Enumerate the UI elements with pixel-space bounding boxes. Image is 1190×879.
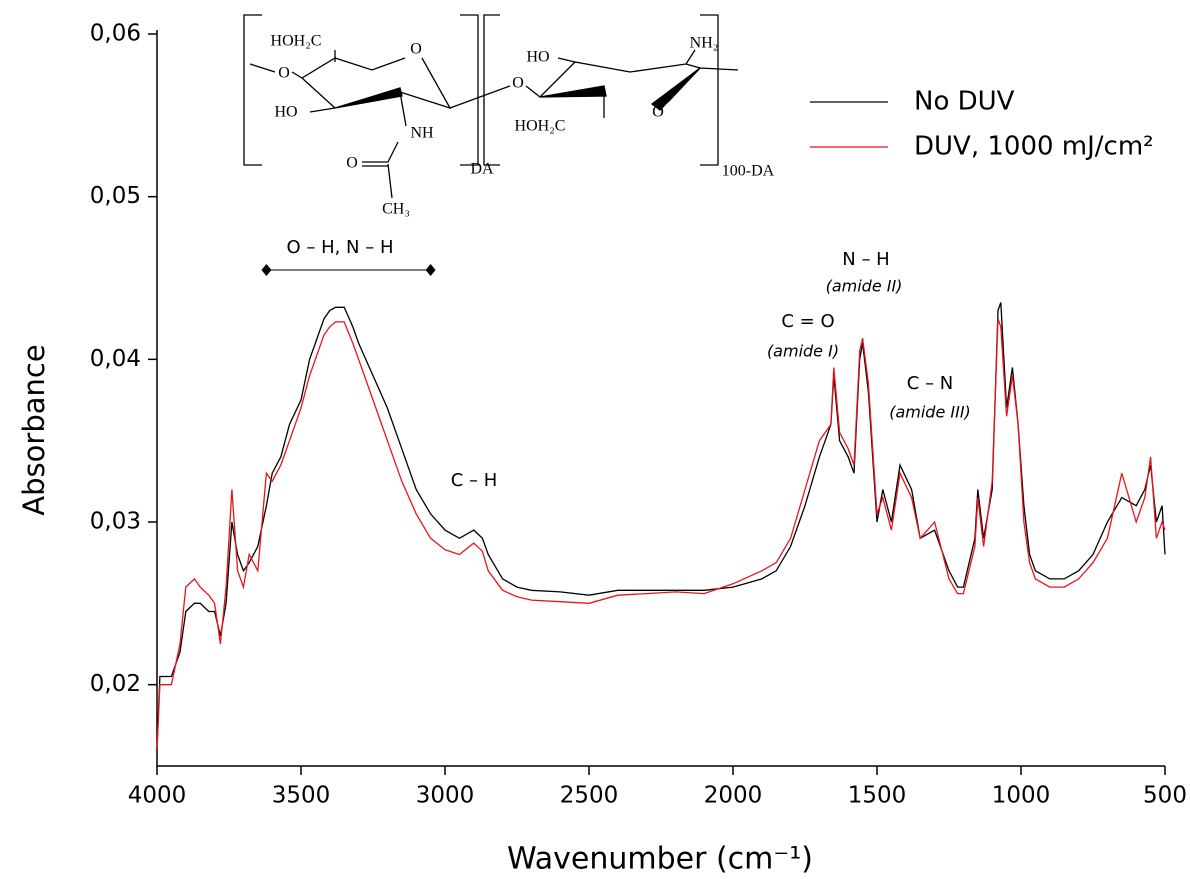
structure-label: O (410, 41, 422, 58)
chemical-structure (243, 14, 739, 199)
legend-label: No DUV (914, 87, 1015, 117)
structure-label: O (346, 155, 358, 172)
series-line (156, 302, 1166, 750)
structure-label: HO (526, 49, 549, 66)
x-tick-label: 3000 (416, 783, 475, 809)
annotation: O – H, N – H (286, 237, 393, 258)
annotation: N – H (842, 249, 889, 270)
bond (249, 49, 739, 199)
annotation: C = O (781, 311, 834, 332)
structure-label: CH₃ (382, 201, 410, 218)
annotation-marker (261, 264, 272, 276)
structure-label: O (278, 65, 290, 82)
y-axis-title: Absorbance (17, 344, 51, 515)
annotation: (amide III) (889, 403, 971, 422)
structure-label: O (652, 104, 664, 121)
annotation-marker (425, 264, 436, 276)
annotation: C – H (451, 470, 498, 491)
series-line (156, 318, 1166, 750)
x-tick-label: 3500 (272, 783, 331, 809)
x-tick-label: 2000 (704, 783, 763, 809)
structure-label: NH₂ (690, 35, 719, 52)
y-tick-label: 0,02 (90, 671, 141, 697)
x-tick-label: 1000 (992, 783, 1051, 809)
structure-label: DA (470, 161, 494, 178)
wedge-bond (334, 67, 701, 111)
structure-label: HOH₂C (515, 118, 566, 135)
structure-label: HOH₂C (271, 33, 322, 50)
annotation: (amide I) (767, 342, 839, 361)
structure-label: HO (274, 104, 297, 121)
structure-label: NH (410, 125, 434, 142)
structure-label: 100-DA (722, 163, 775, 180)
x-tick-label: 1500 (848, 783, 907, 809)
x-tick-label: 2500 (560, 783, 619, 809)
annotation: C – N (907, 373, 953, 394)
x-tick-label: 500 (1143, 783, 1187, 809)
x-axis-title: Wavenumber (cm⁻¹) (507, 842, 813, 877)
y-tick-label: 0,03 (90, 509, 141, 535)
structure-label: O (512, 75, 524, 92)
x-tick-label: 4000 (128, 783, 187, 809)
y-tick-label: 0,04 (90, 346, 141, 372)
bracket (483, 14, 719, 166)
legend-label: DUV, 1000 mJ/cm² (914, 132, 1154, 162)
annotation: (amide II) (826, 277, 903, 296)
y-tick-label: 0,05 (90, 183, 141, 209)
y-tick-label: 0,06 (90, 21, 141, 47)
bracket (243, 14, 479, 166)
